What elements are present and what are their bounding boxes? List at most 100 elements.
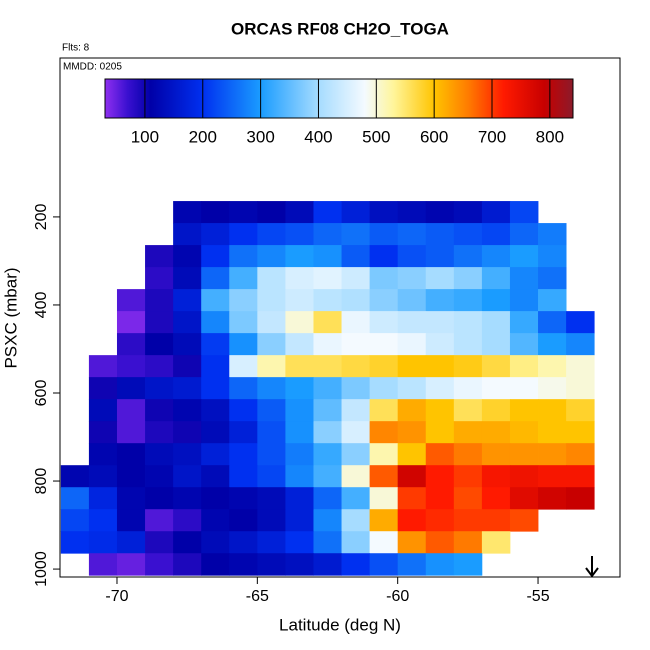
heatmap-cell xyxy=(341,399,371,422)
heatmap-cell xyxy=(397,355,427,378)
heatmap-cell xyxy=(201,443,230,466)
heatmap-cell xyxy=(341,377,371,400)
heatmap-cell xyxy=(425,531,455,554)
heatmap-cell xyxy=(453,421,483,444)
heatmap-cell xyxy=(425,465,455,488)
heatmap-cell xyxy=(116,289,146,312)
heatmap-cell xyxy=(341,443,371,466)
heatmap-cell xyxy=(425,267,455,290)
heatmap-cell xyxy=(341,223,371,246)
heatmap-cell xyxy=(257,421,286,444)
heatmap-cell xyxy=(481,267,511,290)
heatmap-cell xyxy=(229,355,258,378)
heatmap-cell xyxy=(397,509,427,532)
heatmap-cell xyxy=(397,223,427,246)
heatmap-cell xyxy=(341,355,371,378)
heatmap-cell xyxy=(60,531,90,554)
heatmap-cell xyxy=(173,223,202,246)
heatmap-cell xyxy=(145,421,174,444)
heatmap-cell xyxy=(229,223,258,246)
heatmap-cell xyxy=(285,355,314,378)
heatmap-cell xyxy=(509,443,539,466)
heatmap-cell xyxy=(341,509,371,532)
heatmap-cell xyxy=(453,311,483,334)
colorbar-tick-label: 200 xyxy=(189,127,217,146)
heatmap-cell xyxy=(257,333,286,356)
heatmap-cell xyxy=(453,355,483,378)
heatmap-cell xyxy=(566,465,595,488)
heatmap-cell xyxy=(369,509,399,532)
heatmap-cell xyxy=(313,443,342,466)
heatmap-cell xyxy=(229,267,258,290)
heatmap-cell xyxy=(257,355,286,378)
heatmap-cell xyxy=(509,509,539,532)
colorbar-tick-label: 800 xyxy=(536,127,564,146)
heatmap-cell xyxy=(481,531,511,554)
heatmap-cell xyxy=(145,509,174,532)
heatmap-cell xyxy=(453,553,483,576)
heatmap-cell xyxy=(341,421,371,444)
heatmap-cell xyxy=(425,333,455,356)
heatmap-cell xyxy=(285,223,314,246)
heatmap-cell xyxy=(116,399,146,422)
heatmap-cell xyxy=(538,245,567,268)
heatmap-cell xyxy=(173,201,202,224)
heatmap-cell xyxy=(173,311,202,334)
heatmap-cell xyxy=(453,377,483,400)
heatmap-cell xyxy=(313,509,342,532)
heatmap-cell xyxy=(229,333,258,356)
heatmap-cell xyxy=(397,487,427,510)
heatmap-cell xyxy=(509,311,539,334)
heatmap-cell xyxy=(145,311,174,334)
heatmap-cell xyxy=(313,465,342,488)
heatmap-cell xyxy=(509,465,539,488)
heatmap-cell xyxy=(538,289,567,312)
annotation: MMDD: 0205 xyxy=(63,62,122,73)
heatmap-cell xyxy=(313,399,342,422)
heatmap xyxy=(60,201,595,576)
heatmap-cell xyxy=(201,355,230,378)
heatmap-cell xyxy=(481,201,511,224)
heatmap-cell xyxy=(313,355,342,378)
heatmap-cell xyxy=(481,487,511,510)
heatmap-cell xyxy=(509,355,539,378)
heatmap-cell xyxy=(397,421,427,444)
heatmap-cell xyxy=(88,377,118,400)
y-tick-label: 200 xyxy=(33,203,50,230)
heatmap-cell xyxy=(425,421,455,444)
heatmap-cell xyxy=(88,487,118,510)
heatmap-cell xyxy=(116,465,146,488)
heatmap-cell xyxy=(481,465,511,488)
heatmap-cell xyxy=(201,201,230,224)
heatmap-cell xyxy=(60,509,90,532)
heatmap-cell xyxy=(397,311,427,334)
heatmap-cell xyxy=(481,377,511,400)
heatmap-cell xyxy=(285,399,314,422)
heatmap-cell xyxy=(88,531,118,554)
heatmap-cell xyxy=(116,355,146,378)
heatmap-cell xyxy=(397,443,427,466)
heatmap-cell xyxy=(509,487,539,510)
heatmap-cell xyxy=(88,399,118,422)
y-tick-label: 800 xyxy=(33,468,50,495)
heatmap-cell xyxy=(397,531,427,554)
heatmap-cell xyxy=(201,333,230,356)
heatmap-cell xyxy=(88,553,118,576)
heatmap-cell xyxy=(425,399,455,422)
heatmap-cell xyxy=(341,487,371,510)
heatmap-cell xyxy=(369,333,399,356)
heatmap-cell xyxy=(145,289,174,312)
colorbar-tick-label: 100 xyxy=(131,127,159,146)
heatmap-cell xyxy=(397,553,427,576)
heatmap-cell xyxy=(201,311,230,334)
heatmap-cell xyxy=(341,531,371,554)
arrow xyxy=(585,556,599,578)
heatmap-cell xyxy=(201,487,230,510)
heatmap-cell xyxy=(425,289,455,312)
heatmap-cell xyxy=(173,509,202,532)
heatmap-cell xyxy=(201,509,230,532)
heatmap-cell xyxy=(145,553,174,576)
heatmap-cell xyxy=(285,509,314,532)
heatmap-cell xyxy=(453,333,483,356)
heatmap-cell xyxy=(88,509,118,532)
